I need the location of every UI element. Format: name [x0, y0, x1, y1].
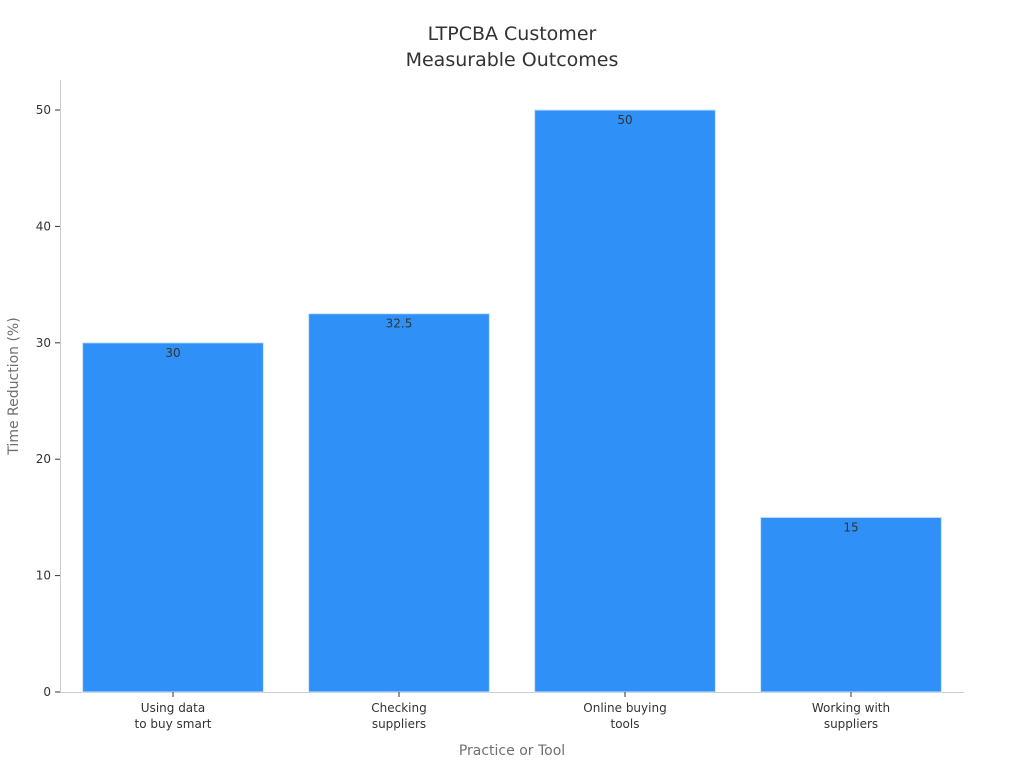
y-axis-title: Time Reduction (%): [6, 317, 22, 455]
bar-value-label: 32.5: [386, 317, 413, 331]
x-tick-label: Checking: [371, 701, 426, 715]
x-ticks-group: Using data to buy smart Checking suppliers O…: [135, 692, 890, 731]
y-tick-label: 0: [43, 685, 51, 699]
bar: [82, 342, 264, 693]
bar-value-label: 50: [617, 113, 632, 127]
x-tick-label: Online buying: [583, 701, 666, 715]
bar: [760, 516, 942, 693]
x-tick-label: tools: [611, 717, 640, 731]
y-tick-label: 20: [36, 452, 51, 466]
x-tick-label: suppliers: [372, 717, 426, 731]
bar: [308, 313, 490, 693]
x-tick-label: to buy smart: [135, 717, 212, 731]
y-tick-label: 40: [36, 219, 51, 233]
bar: [534, 109, 716, 693]
bar-value-label: 30: [165, 346, 180, 360]
y-ticks-group: 0 10 20 30 40 50: [36, 103, 60, 699]
chart-title-line-2: Measurable Outcomes: [406, 49, 619, 71]
x-axis-title: Practice or Tool: [459, 743, 565, 759]
chart-title-line-1: LTPCBA Customer: [428, 23, 597, 45]
y-tick-label: 10: [36, 569, 51, 583]
y-tick-label: 50: [36, 103, 51, 117]
x-tick-label: Using data: [141, 701, 205, 715]
x-tick-label: Working with: [812, 701, 890, 715]
y-tick-label: 30: [36, 336, 51, 350]
chart-title: LTPCBA Customer Measurable Outcomes: [406, 23, 619, 71]
x-tick-label: suppliers: [824, 717, 878, 731]
bars-group: [82, 109, 942, 693]
bar-value-label: 15: [843, 520, 858, 534]
data-labels-group: 30 32.5 50 15: [165, 113, 858, 534]
